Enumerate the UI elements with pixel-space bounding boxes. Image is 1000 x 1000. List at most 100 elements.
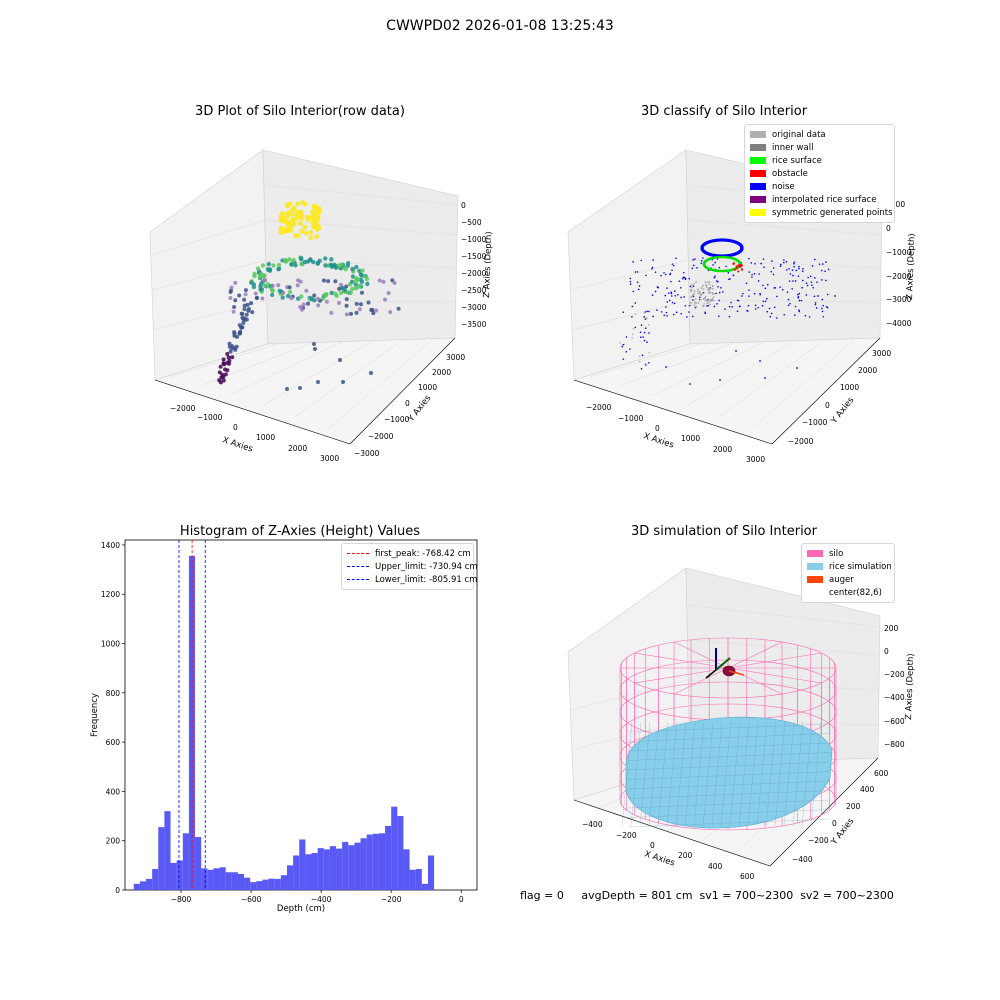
silo-roof-line: [673, 641, 729, 669]
classified-point: [817, 295, 819, 297]
raw-data-point: [288, 228, 294, 234]
raw-data-point: [311, 211, 317, 217]
raw-data-point: [237, 293, 242, 298]
histogram-bar: [195, 837, 202, 890]
raw-y-ticks: −3000 −2000 −1000 0 1000 2000 3000: [354, 353, 465, 458]
classified-point: [696, 267, 698, 269]
raw-z-tick: −2000: [461, 269, 487, 278]
raw-data-point: [349, 279, 355, 285]
raw-data-point: [329, 264, 335, 269]
classified-point: [731, 306, 733, 308]
raw-data-point: [228, 349, 233, 354]
classified-point: [632, 328, 635, 330]
histogram-bar: [219, 867, 226, 890]
simulation-z-tick: 0: [884, 647, 889, 656]
raw-data-point: [326, 279, 331, 284]
raw-data-point: [359, 279, 365, 285]
classified-point: [718, 299, 720, 302]
raw-data-point: [337, 286, 342, 291]
classified-point: [638, 355, 641, 358]
classified-point: [645, 274, 647, 277]
raw-data-point: [350, 266, 355, 272]
raw-data-point: [334, 293, 339, 298]
classified-point: [798, 309, 800, 311]
silo-roof-line: [727, 667, 822, 684]
simulation-z-tick: 200: [884, 624, 899, 633]
raw-data-point: [350, 286, 355, 292]
classified-point: [785, 269, 788, 271]
classified-point: [758, 273, 760, 275]
classified-point: [796, 293, 799, 296]
classified-point: [793, 261, 796, 263]
classified-point: [818, 263, 821, 265]
classified-point: [708, 301, 711, 304]
classified-point: [708, 299, 710, 301]
raw-data-point: [311, 215, 317, 221]
classified-point: [712, 293, 714, 295]
classified-point: [796, 367, 798, 369]
simulation-x-tick: 200: [678, 851, 693, 860]
classified-point: [798, 265, 800, 268]
classified-point: [691, 295, 693, 298]
raw-data-point: [262, 283, 268, 288]
classified-point: [825, 305, 828, 308]
classified-point: [673, 290, 676, 292]
raw-data-point: [341, 380, 345, 384]
simulation-x-tick: 600: [740, 872, 755, 881]
raw-data-point: [243, 288, 248, 293]
rice-mesh-line: [627, 771, 831, 780]
classify-y-tick: 3000: [872, 349, 891, 358]
classified-point: [732, 262, 735, 266]
simulation-x-tick: 400: [708, 862, 723, 871]
legend-entry: auger: [807, 573, 889, 586]
raw-data-point: [239, 325, 244, 330]
classified-point: [754, 304, 757, 307]
raw-z-tick: −3500: [461, 320, 487, 329]
classified-point: [660, 274, 662, 277]
rice-mesh-line: [720, 721, 732, 827]
raw-data-point: [250, 310, 255, 315]
classified-point: [708, 283, 711, 286]
raw-data-point: [329, 310, 334, 315]
classified-point: [693, 292, 696, 295]
classified-point: [712, 296, 715, 299]
classified-point: [651, 294, 654, 296]
raw-data-point: [337, 300, 342, 305]
raw-data-point: [276, 262, 282, 268]
raw-data-point: [299, 228, 305, 234]
raw-data-point: [323, 293, 328, 298]
classified-point: [772, 267, 775, 269]
classified-point: [622, 311, 625, 313]
raw-data-point: [348, 290, 353, 296]
classified-point: [748, 271, 751, 273]
classified-point: [648, 310, 650, 313]
classified-point: [764, 300, 767, 303]
classified-point: [762, 284, 764, 287]
histogram-bar: [360, 838, 367, 890]
classified-point: [679, 286, 682, 289]
classified-point: [807, 276, 809, 279]
raw-data-point: [223, 372, 228, 377]
classified-point: [716, 258, 719, 260]
histogram-y-tick: 600: [106, 738, 121, 747]
classified-point: [783, 313, 785, 316]
raw-data-point: [299, 261, 304, 267]
classified-point: [736, 310, 739, 313]
raw-data-point: [253, 291, 258, 296]
raw-data-point: [258, 284, 263, 289]
histogram-bar: [409, 869, 416, 890]
classified-point: [640, 324, 643, 327]
classified-point: [822, 315, 825, 318]
classified-point: [768, 307, 771, 310]
raw-data-point: [315, 261, 321, 266]
rice-mesh-line: [801, 721, 813, 827]
raw-y-tick: −3000: [354, 449, 380, 458]
raw-data-point: [258, 287, 263, 292]
raw-data-point: [329, 290, 334, 296]
legend-label: first_peak: -768.42 cm: [375, 548, 471, 559]
classify-x-tick: 1000: [681, 434, 700, 443]
classify-x-tick: −1000: [618, 414, 644, 423]
silo-roof-line: [727, 667, 783, 695]
classified-point: [736, 267, 739, 270]
